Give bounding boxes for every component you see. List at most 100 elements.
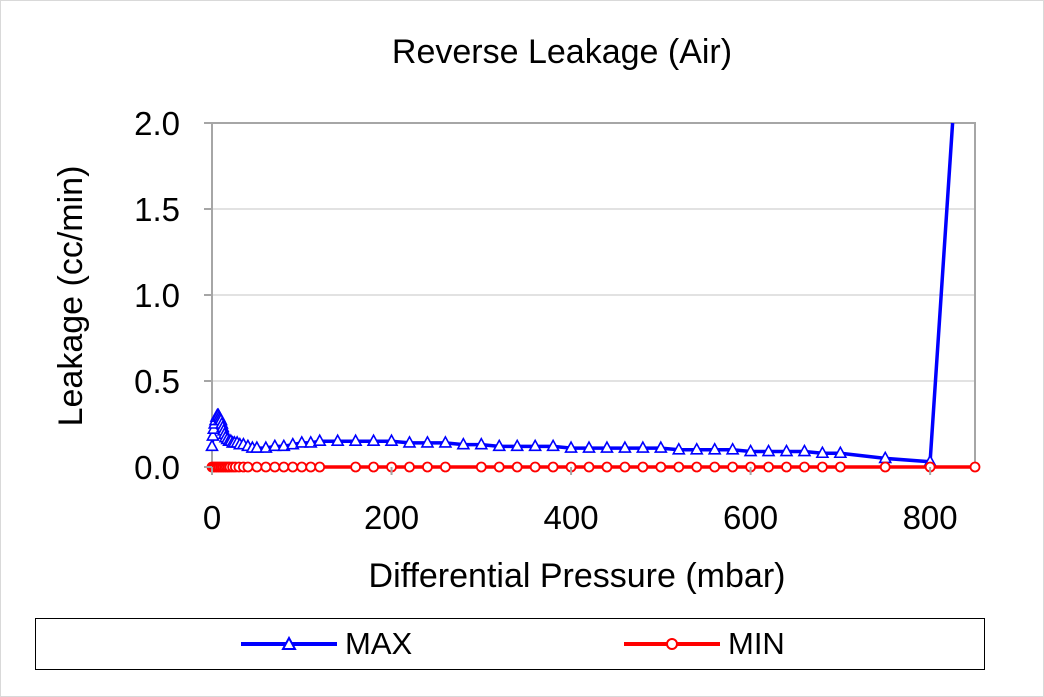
series-point-min	[601, 461, 613, 473]
series-point-min	[278, 461, 290, 473]
series-point-min	[727, 461, 739, 473]
series-point-min	[529, 461, 541, 473]
series-point-max	[303, 435, 318, 448]
series-point-min	[691, 461, 703, 473]
series-point-min	[637, 461, 649, 473]
series-point-max	[528, 438, 543, 452]
legend-item-max: MAX	[241, 619, 412, 669]
series-point-max	[402, 435, 417, 448]
series-point-min	[511, 461, 523, 473]
series-point-max	[384, 433, 399, 447]
series-point-min	[251, 461, 263, 473]
series-point-max	[206, 428, 220, 441]
series-point-min	[781, 461, 792, 473]
series-point-max	[294, 435, 309, 448]
series-layer	[205, 122, 981, 473]
series-point-max	[438, 435, 453, 448]
y-axis-label: Leakage (cc/min)	[52, 166, 90, 427]
series-point-max	[285, 436, 300, 450]
series-point-max	[833, 445, 848, 459]
series-point-max	[653, 440, 668, 453]
series-point-min	[969, 461, 981, 473]
series-point-min	[287, 461, 299, 473]
x-tick-label-0: 0	[203, 499, 221, 536]
legend-swatch-min	[624, 638, 720, 650]
x-tick-label-2: 400	[544, 499, 599, 536]
series-point-max	[564, 440, 578, 453]
series-point-max	[312, 433, 327, 447]
series-point-min	[368, 461, 379, 473]
series-point-max	[636, 440, 650, 453]
series-point-min	[799, 461, 810, 473]
series-point-min	[242, 461, 254, 473]
series-point-min	[583, 461, 595, 473]
series-point-max	[276, 438, 291, 452]
series-point-max	[707, 442, 722, 455]
series-point-min	[350, 461, 362, 473]
series-point-max	[510, 438, 525, 452]
series-point-max	[366, 433, 381, 447]
series-point-max	[267, 438, 282, 452]
x-tick-label-4: 800	[903, 499, 958, 536]
x-tick-label-1: 200	[364, 499, 419, 536]
series-point-min	[619, 461, 631, 473]
series-point-min	[422, 461, 433, 473]
series-point-max	[743, 443, 758, 457]
series-point-max	[582, 440, 596, 453]
series-point-max	[618, 440, 632, 453]
chart-title: Reverse Leakage (Air)	[392, 33, 732, 71]
series-point-max	[797, 443, 812, 457]
series-point-max	[492, 438, 507, 452]
series-point-max	[259, 440, 273, 453]
series-point-max	[815, 445, 830, 459]
y-tick-label-1: 0.5	[134, 363, 180, 400]
x-tick-label-3: 600	[723, 499, 778, 536]
series-point-max	[420, 435, 435, 448]
legend-label-min: MIN	[728, 626, 785, 661]
y-tick-label-0: 0.0	[134, 449, 180, 486]
series-point-min	[296, 461, 308, 473]
series-point-max	[546, 438, 560, 452]
series-point-max	[689, 442, 704, 455]
series-point-max	[348, 433, 363, 447]
series-point-max	[330, 433, 345, 447]
series-point-min	[260, 461, 272, 473]
legend-swatch-max	[241, 635, 337, 650]
series-point-max	[474, 436, 489, 450]
x-axis-label: Differential Pressure (mbar)	[369, 557, 786, 595]
series-point-min	[763, 461, 774, 473]
gridlines	[212, 208, 975, 382]
series-point-min	[547, 461, 559, 473]
series-point-max	[779, 443, 794, 457]
series-point-min	[314, 461, 326, 473]
x-axis-ticks: 0 200 400 600 800	[203, 467, 958, 536]
series-point-max	[761, 443, 776, 457]
series-point-max	[725, 442, 740, 455]
series-point-max	[600, 440, 614, 453]
y-tick-label-4: 2.0	[134, 105, 180, 142]
series-point-min	[817, 461, 828, 473]
series-point-max	[671, 442, 686, 455]
series-point-min	[269, 461, 281, 473]
series-point-min	[834, 461, 846, 473]
legend-item-min: MIN	[624, 619, 785, 669]
series-point-max	[250, 440, 264, 453]
series-point-min	[493, 461, 505, 473]
series-point-min	[439, 461, 451, 473]
series-point-min	[673, 461, 685, 473]
series-point-min	[879, 461, 891, 473]
legend: MAX MIN	[35, 618, 985, 670]
series-point-min	[475, 461, 487, 473]
series-point-min	[404, 461, 415, 473]
series-point-min	[709, 461, 721, 473]
series-point-max	[205, 438, 219, 452]
y-axis-ticks: 0.0 0.5 1.0 1.5 2.0	[134, 105, 212, 486]
series-point-max	[456, 436, 471, 450]
y-tick-label-2: 1.0	[134, 277, 180, 314]
series-line-max	[210, 122, 955, 464]
series-point-min	[305, 461, 317, 473]
y-tick-label-3: 1.5	[134, 191, 180, 228]
legend-label-max: MAX	[345, 626, 413, 661]
